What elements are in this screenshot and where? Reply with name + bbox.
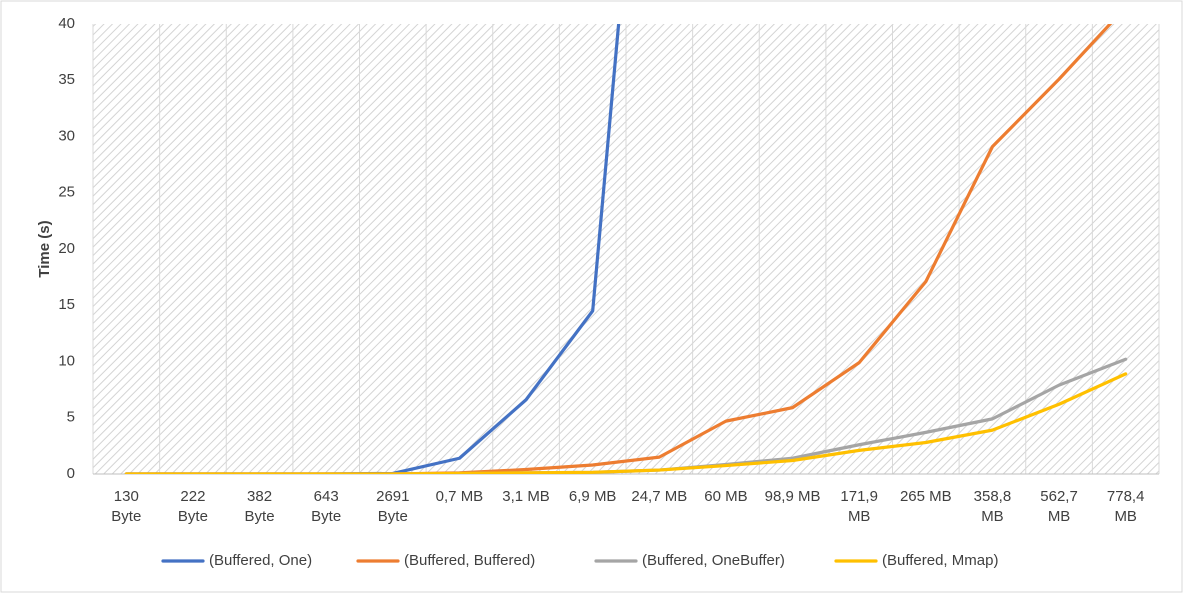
x-tick-label: 0,7 MB — [436, 488, 484, 505]
x-tick-label: 643 Byte — [311, 488, 341, 525]
legend-label: (Buffered, OneBuffer) — [642, 552, 785, 569]
series-line — [124, 24, 1113, 474]
y-axis: 0 5 10 15 20 25 30 35 40 — [58, 15, 75, 482]
y-tick-label: 5 — [67, 409, 75, 426]
y-tick-label: 25 — [58, 184, 75, 201]
y-tick-label: 15 — [58, 296, 75, 313]
y-axis-label: Time (s) — [36, 220, 53, 277]
x-tick-label: 358,8 MB — [974, 488, 1012, 525]
x-tick-label: 6,9 MB — [569, 488, 617, 505]
x-tick-label: 3,1 MB — [502, 488, 550, 505]
x-tick-label: 60 MB — [704, 488, 747, 505]
y-tick-label: 0 — [67, 465, 75, 482]
y-tick-label: 40 — [58, 15, 75, 32]
legend-label: (Buffered, Buffered) — [404, 552, 535, 569]
legend: (Buffered, One) (Buffered, Buffered) (Buff… — [161, 552, 998, 569]
series-layer — [124, 24, 1128, 474]
x-tick-label: 222 Byte — [178, 488, 208, 525]
x-tick-label: 24,7 MB — [631, 488, 687, 505]
x-tick-label: 171,9 MB — [840, 488, 878, 525]
series-line — [124, 372, 1128, 474]
x-axis: 130 Byte 222 Byte 382 Byte 643 Byte 2691 Byte 0,7 … — [93, 473, 1159, 525]
x-tick-label: 778,4 MB — [1107, 488, 1145, 525]
legend-label: (Buffered, One) — [209, 552, 312, 569]
x-tick-label: 382 Byte — [245, 488, 275, 525]
y-tick-label: 20 — [58, 240, 75, 257]
legend-label: (Buffered, Mmap) — [882, 552, 998, 569]
y-tick-label: 10 — [58, 352, 75, 369]
x-tick-label: 265 MB — [900, 488, 952, 505]
x-tick-label: 130 Byte — [111, 488, 141, 525]
x-tick-label: 2691 Byte — [376, 488, 409, 525]
x-gridlines — [92, 24, 1160, 474]
y-tick-label: 30 — [58, 127, 75, 144]
y-tick-label: 35 — [58, 71, 75, 88]
x-tick-label: 562,7 MB — [1040, 488, 1078, 525]
x-tick-label: 98,9 MB — [765, 488, 821, 505]
